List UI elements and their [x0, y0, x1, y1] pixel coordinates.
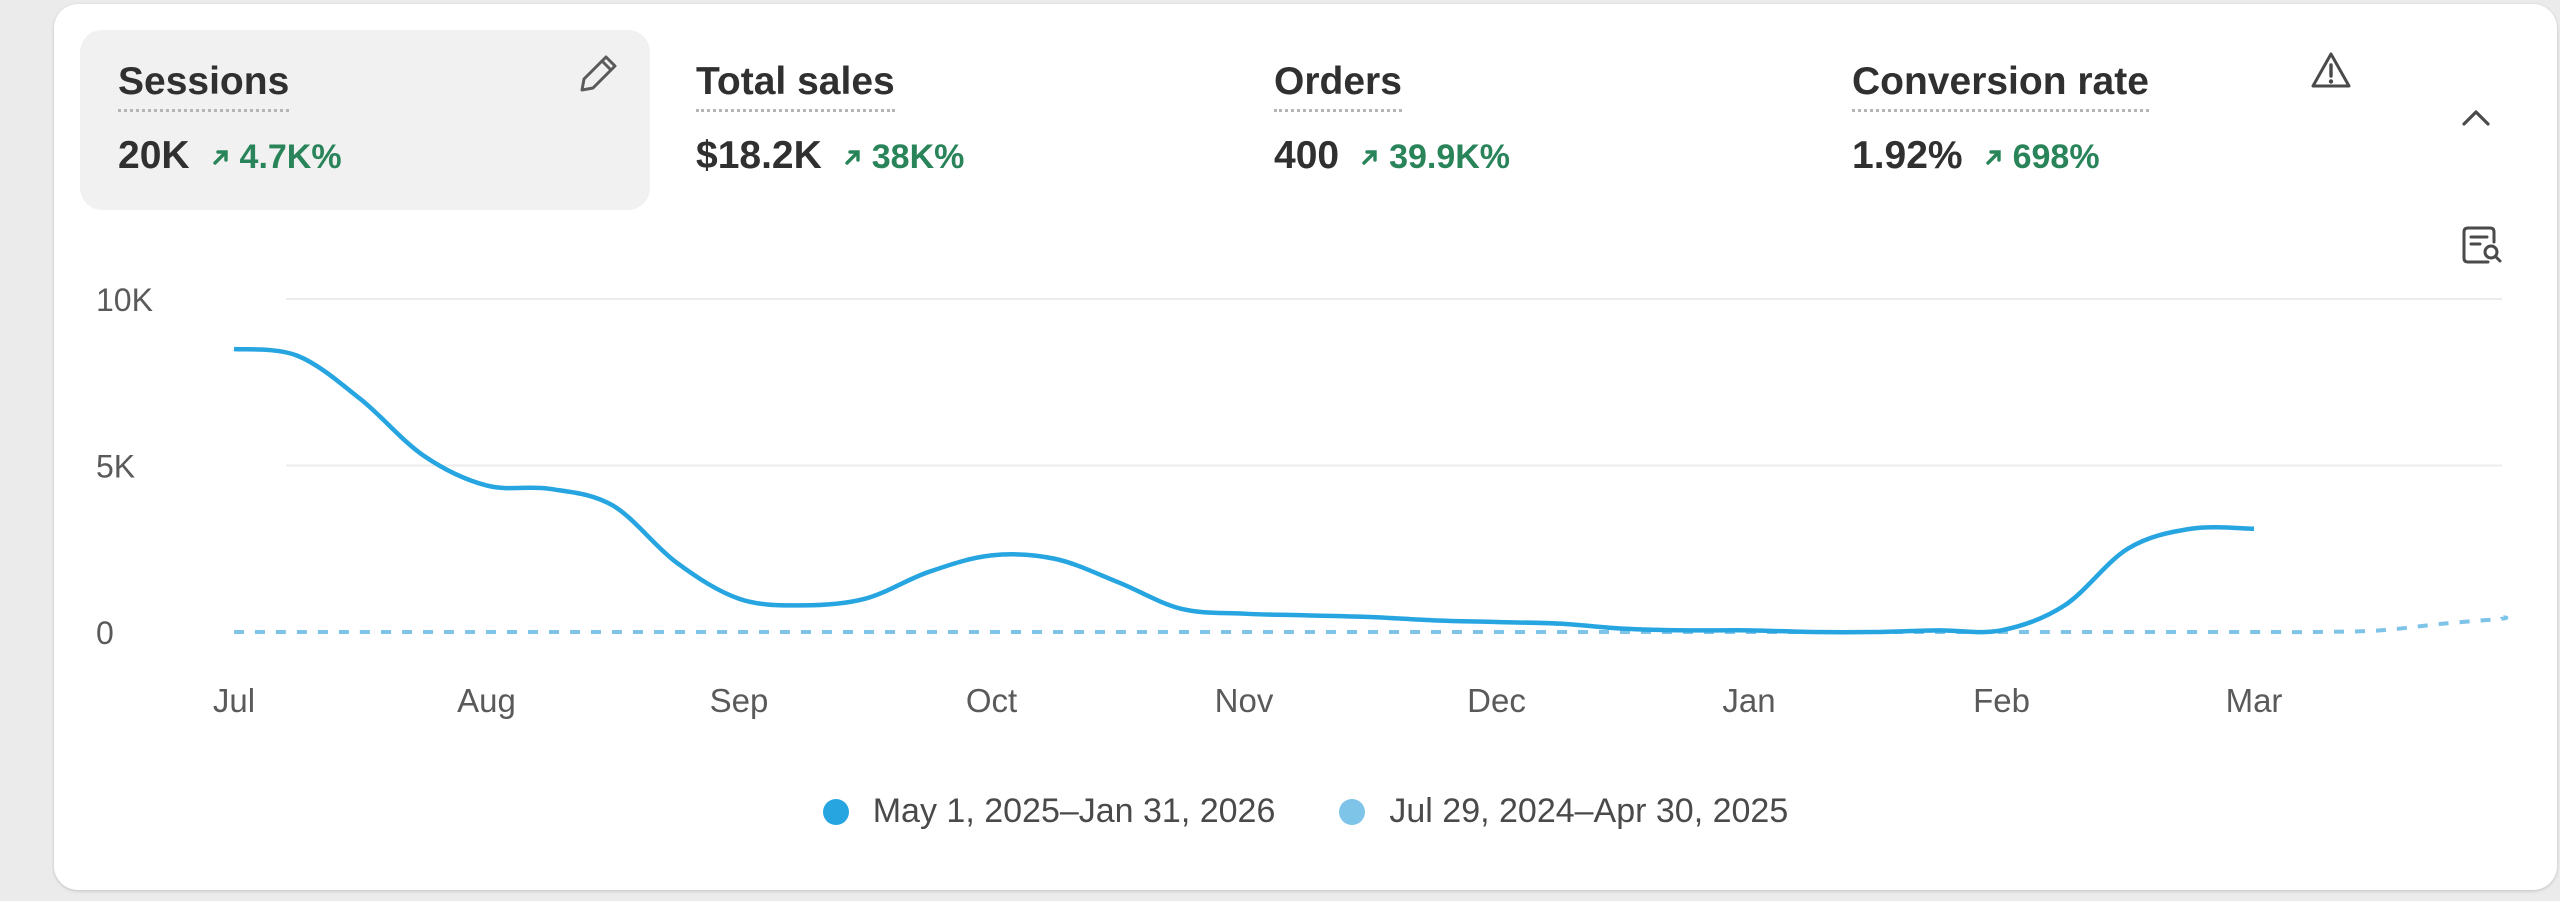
metric-change-value: 38K% [871, 137, 965, 176]
arrow-up-right-icon [1985, 150, 2001, 165]
y-tick-label: 5K [96, 449, 135, 485]
metric-value: 20K [118, 133, 190, 177]
metric-tile-sessions[interactable]: Sessions 20K 4.7K% [80, 30, 650, 210]
x-tick-label: Nov [1215, 682, 1274, 719]
metric-change: 38K% [842, 137, 965, 177]
legend-label: May 1, 2025–Jan 31, 2026 [872, 792, 1276, 830]
edit-metric-button[interactable] [576, 50, 622, 101]
metric-label[interactable]: Total sales [696, 60, 895, 112]
sessions-chart-card: Sessions 20K 4.7K% Total sales $18.2K 38… [54, 4, 2557, 890]
warning-icon [2311, 52, 2351, 88]
x-tick-label: Dec [1467, 682, 1526, 719]
legend-dot-current [822, 798, 849, 825]
data-search-icon [2462, 226, 2502, 264]
metric-tile-total-sales[interactable]: Total sales $18.2K 38K% [658, 30, 1228, 210]
x-tick-label: Jan [1722, 682, 1775, 719]
collapse-button[interactable] [2454, 96, 2498, 145]
metric-value: 1.92% [1852, 133, 1963, 177]
legend-item-current[interactable]: May 1, 2025–Jan 31, 2026 [822, 792, 1276, 831]
metric-tile-orders[interactable]: Orders 400 39.9K% [1236, 30, 1806, 210]
arrow-up-right-icon [1362, 150, 1377, 165]
sessions-line-chart: 10K 5K 0 Jul Aug Sep Oct Nov Dec Jan Feb Mar [96, 282, 2509, 719]
metric-change: 698% [1983, 138, 2100, 177]
series-line-previous [234, 615, 2509, 635]
legend-dot-previous [1339, 798, 1366, 825]
metric-label[interactable]: Orders [1274, 60, 1402, 112]
x-tick-label: Feb [1973, 682, 2030, 719]
x-tick-label: Jul [213, 682, 255, 719]
arrow-up-right-icon [212, 150, 228, 165]
metric-change-value: 39.9K% [1389, 137, 1511, 176]
arrow-up-right-icon [845, 150, 860, 165]
legend-label: Jul 29, 2024–Apr 30, 2025 [1389, 792, 1789, 830]
metric-label[interactable]: Sessions [118, 60, 290, 112]
chart-legend: May 1, 2025–Jan 31, 2026 Jul 29, 2024–Ap… [54, 792, 2557, 831]
metric-label[interactable]: Conversion rate [1852, 60, 2149, 112]
explore-data-button[interactable] [2458, 222, 2506, 275]
y-tick-label: 0 [96, 615, 114, 651]
x-tick-label: Mar [2226, 682, 2283, 719]
metric-value: 400 [1274, 133, 1340, 177]
metric-change-value: 4.7K% [239, 137, 342, 176]
legend-item-previous[interactable]: Jul 29, 2024–Apr 30, 2025 [1339, 792, 1788, 831]
metric-change-value: 698% [2012, 137, 2100, 176]
x-tick-label: Aug [457, 682, 516, 719]
metric-change: 4.7K% [210, 138, 342, 177]
chevron-up-icon [2462, 110, 2490, 126]
metric-change: 39.9K% [1359, 138, 1510, 177]
x-tick-label: Oct [966, 682, 1017, 719]
metric-value: $18.2K [696, 133, 822, 177]
series-line-current [233, 346, 2255, 635]
x-tick-label: Sep [710, 682, 769, 719]
conversion-rate-warning[interactable] [2308, 48, 2354, 99]
y-tick-label: 10K [96, 282, 153, 318]
pencil-icon [580, 55, 617, 92]
metric-tile-conversion-rate[interactable]: Conversion rate 1.92% 698% [1814, 30, 2384, 210]
